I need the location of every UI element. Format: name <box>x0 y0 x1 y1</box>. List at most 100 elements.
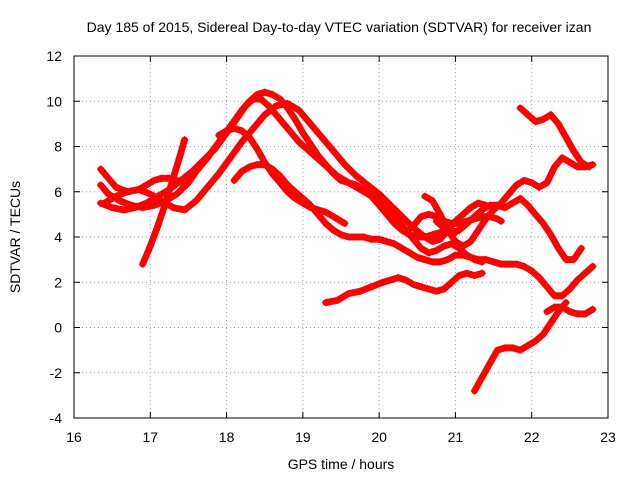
data-point <box>532 337 540 345</box>
data-point <box>566 158 574 166</box>
data-point <box>429 238 437 246</box>
data-point <box>455 271 463 279</box>
data-point <box>104 190 112 198</box>
data-point <box>440 285 448 293</box>
y-tick-label: 12 <box>46 48 62 64</box>
data-point <box>581 269 589 277</box>
data-point <box>104 174 112 182</box>
series-s14 <box>543 303 597 318</box>
data-point <box>215 131 223 139</box>
series-s7 <box>230 161 597 300</box>
data-point <box>120 206 128 214</box>
data-point <box>318 158 326 166</box>
data-point <box>398 213 406 221</box>
data-point <box>154 222 162 230</box>
y-tick-label: 8 <box>54 139 62 155</box>
data-point <box>337 217 345 225</box>
data-point <box>539 115 547 123</box>
data-point <box>474 199 482 207</box>
data-point <box>142 199 150 207</box>
data-point <box>303 145 311 153</box>
data-point <box>547 231 555 239</box>
data-point <box>341 161 349 169</box>
data-point <box>497 217 505 225</box>
data-point <box>448 228 456 236</box>
data-point <box>493 346 501 354</box>
data-point <box>112 192 120 200</box>
data-point <box>97 181 105 189</box>
data-point <box>562 133 570 141</box>
data-point <box>421 192 429 200</box>
x-tick-label: 17 <box>142 429 158 445</box>
data-point <box>573 310 581 318</box>
data-point <box>524 201 532 209</box>
data-point <box>585 163 593 171</box>
data-point <box>379 201 387 209</box>
data-point <box>261 161 269 169</box>
series-layer <box>97 88 597 395</box>
data-point <box>276 95 284 103</box>
data-point <box>516 104 524 112</box>
data-point <box>314 210 322 218</box>
data-point <box>112 183 120 191</box>
data-point <box>215 170 223 178</box>
data-point <box>543 308 551 316</box>
data-point <box>333 296 341 304</box>
data-point <box>238 138 246 146</box>
data-point <box>272 111 280 119</box>
data-point <box>482 256 490 264</box>
data-point <box>448 219 456 227</box>
data-point <box>562 299 570 307</box>
data-point <box>425 210 433 218</box>
data-point <box>146 190 154 198</box>
tick-layer: 16 17 18 19 20 21 22 23 -4 -2 0 2 4 6 8 10 12 <box>46 48 616 445</box>
data-point <box>432 287 440 295</box>
data-point <box>440 242 448 250</box>
data-point <box>539 330 547 338</box>
data-point <box>589 305 597 313</box>
data-point <box>200 156 208 164</box>
data-point <box>291 115 299 123</box>
data-point <box>451 251 459 259</box>
data-point <box>158 174 166 182</box>
data-point <box>364 181 372 189</box>
data-point <box>547 111 555 119</box>
data-point <box>177 176 185 184</box>
data-point <box>539 219 547 227</box>
data-point <box>356 185 364 193</box>
data-point <box>284 181 292 189</box>
data-point <box>97 165 105 173</box>
data-point <box>101 199 109 207</box>
data-point <box>409 281 417 289</box>
data-point <box>429 258 437 266</box>
data-point <box>364 190 372 198</box>
data-point <box>318 133 326 141</box>
data-point <box>570 256 578 264</box>
data-point <box>432 213 440 221</box>
x-tick-label: 18 <box>219 429 235 445</box>
data-point <box>291 195 299 203</box>
data-point <box>528 179 536 187</box>
x-tick-label: 16 <box>66 429 82 445</box>
chart-title: Day 185 of 2015, Sidereal Day-to-day VTE… <box>87 19 592 35</box>
data-point <box>322 208 330 216</box>
data-point <box>242 102 250 110</box>
data-point <box>429 197 437 205</box>
data-point <box>516 346 524 354</box>
data-point <box>455 226 463 234</box>
data-point <box>448 278 456 286</box>
data-point <box>528 267 536 275</box>
data-point <box>558 303 566 311</box>
data-point <box>505 260 513 268</box>
data-point <box>230 176 238 184</box>
data-point <box>425 249 433 257</box>
data-point <box>234 113 242 121</box>
data-point <box>223 127 231 135</box>
x-tick-label: 21 <box>448 429 464 445</box>
data-point <box>520 262 528 270</box>
data-point <box>402 276 410 284</box>
data-point <box>421 233 429 241</box>
data-point <box>543 283 551 291</box>
data-point <box>520 176 528 184</box>
